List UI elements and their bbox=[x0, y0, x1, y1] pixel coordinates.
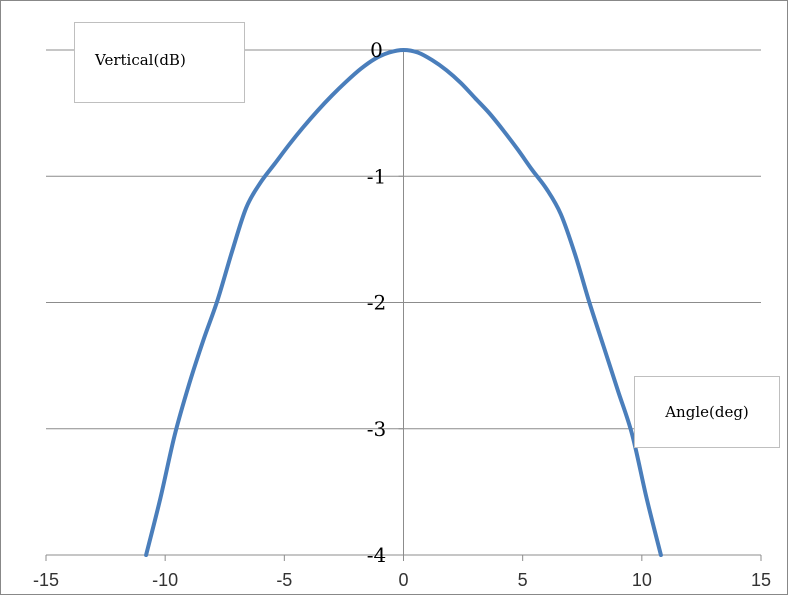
x-tick-label: -15 bbox=[33, 570, 59, 590]
vertical-axis-title: Vertical(dB) bbox=[95, 51, 186, 69]
series-layer bbox=[144, 48, 663, 557]
y-tick-label: -3 bbox=[367, 417, 386, 441]
x-tick-label: -5 bbox=[276, 570, 292, 590]
x-tick-label: 0 bbox=[398, 570, 408, 590]
y-tick-label: -2 bbox=[367, 291, 386, 315]
x-tick-label: -10 bbox=[152, 570, 178, 590]
x-tick-label: 15 bbox=[751, 570, 771, 590]
y-tick-label: -1 bbox=[367, 164, 386, 188]
angle-axis-title: Angle(deg) bbox=[665, 403, 749, 421]
angle-axis-title-box: Angle(deg) bbox=[634, 376, 780, 448]
vertical-pattern-line bbox=[144, 48, 663, 557]
y-tick-label: -4 bbox=[367, 543, 386, 567]
y-tick-label: 0 bbox=[370, 38, 383, 62]
tick-labels: 0 -1 -2 -3 -4 -15 -10 -5 0 5 10 15 bbox=[33, 38, 771, 590]
x-tick-label: 5 bbox=[518, 570, 528, 590]
vertical-axis-title-box: Vertical(dB) bbox=[74, 22, 245, 103]
x-tick-label: 10 bbox=[632, 570, 652, 590]
axes bbox=[45, 49, 762, 561]
